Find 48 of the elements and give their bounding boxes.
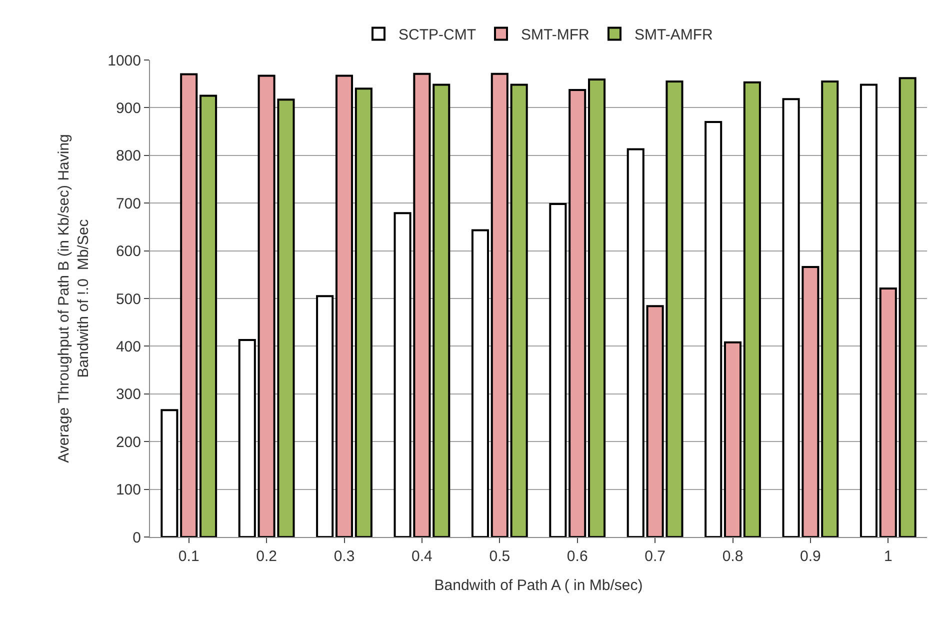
x-tick-label: 0.2 bbox=[256, 548, 277, 565]
y-tick-label: 500 bbox=[116, 290, 141, 308]
legend-label: SMT-AMFR bbox=[634, 26, 713, 44]
bar bbox=[335, 74, 354, 537]
y-tick-label: 200 bbox=[116, 434, 141, 451]
bar bbox=[568, 89, 586, 537]
bar bbox=[626, 148, 644, 537]
bar bbox=[490, 72, 508, 537]
bar bbox=[432, 84, 450, 537]
bar bbox=[200, 94, 218, 537]
x-tick-label: 0.5 bbox=[489, 548, 510, 565]
bar bbox=[588, 78, 606, 537]
x-tick-label: 0.6 bbox=[566, 548, 588, 565]
x-axis-title: Bandwith of Path A ( in Mb/sec) bbox=[434, 577, 643, 594]
y-tick-label: 900 bbox=[116, 100, 141, 117]
y-tick-label: 600 bbox=[116, 243, 141, 260]
bar bbox=[549, 203, 567, 537]
y-tick-label: 400 bbox=[116, 338, 141, 356]
bar bbox=[471, 229, 489, 537]
bar bbox=[510, 84, 528, 537]
bar bbox=[354, 88, 372, 537]
y-tick-label: 800 bbox=[116, 148, 141, 165]
bar bbox=[743, 81, 761, 537]
bar bbox=[898, 77, 916, 537]
x-tick-label: 0.9 bbox=[800, 548, 821, 565]
y-axis-title: Average Throughput of Path B (in Kb/sec) Having Bandwith of !.0 Mb/Sec bbox=[55, 134, 92, 463]
x-tick-label: 0.8 bbox=[722, 548, 744, 565]
x-tick-label: 0.1 bbox=[178, 548, 200, 565]
y-tick-label: 0 bbox=[132, 529, 141, 546]
y-tick-label: 100 bbox=[116, 482, 141, 499]
bar bbox=[316, 295, 334, 537]
x-tick-label: 0.7 bbox=[644, 548, 666, 565]
bar bbox=[879, 287, 897, 537]
bar bbox=[180, 73, 198, 537]
bar bbox=[160, 409, 178, 537]
bar bbox=[724, 341, 742, 537]
bar bbox=[704, 121, 722, 537]
legend-label: SMT-MFR bbox=[521, 26, 590, 44]
legend-label: SCTP-CMT bbox=[398, 26, 476, 44]
y-tick-label: 300 bbox=[116, 386, 141, 404]
x-tick-label: 0.4 bbox=[412, 548, 432, 565]
bar bbox=[238, 339, 256, 537]
y-tick-label: 700 bbox=[116, 195, 141, 212]
x-tick-label: 0.3 bbox=[334, 548, 355, 565]
bar bbox=[860, 84, 878, 537]
y-tick-label: 1000 bbox=[108, 52, 141, 70]
bar bbox=[821, 80, 839, 537]
x-tick-label: 1 bbox=[884, 548, 892, 565]
